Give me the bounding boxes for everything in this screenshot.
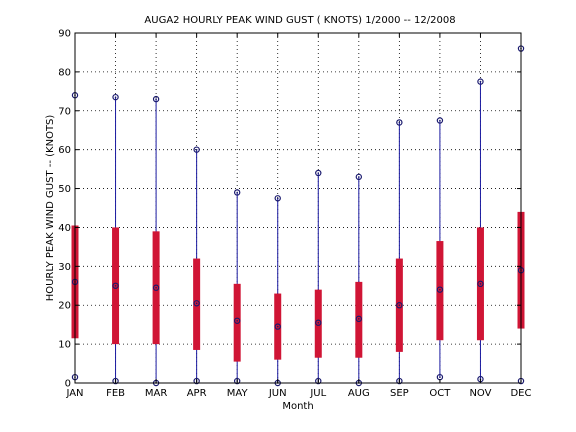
y-tick-label: 50 [58, 184, 71, 195]
mean-marker-dot [276, 325, 279, 328]
plot-frame [74, 32, 522, 384]
markers [71, 45, 525, 387]
mean-marker [152, 284, 160, 291]
max-marker-dot [276, 197, 279, 200]
max-marker-dot [236, 191, 238, 194]
y-tick-label: 10 [58, 340, 71, 351]
mean-marker-dot [439, 288, 441, 291]
mean-marker [396, 302, 403, 309]
mean-marker [477, 280, 484, 288]
mean-marker [315, 319, 322, 326]
iqr-box [314, 289, 322, 358]
mean-marker-dot [114, 284, 117, 287]
max-marker [274, 195, 281, 202]
x-tick-label: SEP [390, 388, 409, 399]
y-tick-label: 0 [65, 379, 71, 390]
max-marker-dot [358, 176, 360, 178]
x-tick-label: AUG [348, 388, 370, 399]
mean-marker-dot [195, 302, 198, 305]
mean-marker-dot [358, 318, 360, 320]
max-marker-dot [195, 148, 198, 151]
x-tick-label: NOV [469, 388, 491, 399]
max-marker [233, 189, 241, 196]
y-tick-label: 80 [58, 67, 71, 78]
mean-marker [355, 315, 363, 323]
mean-marker-dot [479, 283, 482, 285]
min-marker-dot [439, 376, 441, 378]
y-tick-label: 20 [58, 301, 71, 312]
iqr-box [233, 283, 241, 362]
min-marker [112, 377, 119, 385]
y-tick-label: 40 [58, 223, 71, 234]
mean-marker [112, 282, 119, 289]
chart-title: AUGA2 HOURLY PEAK WIND GUST ( KNOTS) 1/2… [144, 15, 455, 26]
max-marker-dot [479, 80, 482, 83]
max-marker-dot [439, 119, 441, 122]
x-tick-label: MAY [227, 388, 249, 399]
max-marker [355, 173, 363, 181]
min-marker [315, 377, 322, 385]
x-axis-ticks: JAN FEB MAR APR MAY JUN JUL AUG SEP OCT NOV DEC [65, 33, 532, 399]
max-marker [112, 93, 119, 101]
max-marker-dot [398, 121, 401, 124]
max-marker-dot [317, 172, 320, 174]
x-tick-label: JUN [268, 388, 287, 399]
iqr-box [355, 281, 363, 358]
max-marker-dot [114, 96, 117, 98]
y-tick-label: 60 [58, 145, 71, 156]
x-tick-label: DEC [510, 388, 531, 399]
x-tick-label: APR [187, 388, 207, 399]
y-tick-label: 30 [58, 262, 71, 273]
mean-marker [193, 300, 200, 307]
y-axis-label: HOURLY PEAK WIND GUST -- (KNOTS) [45, 115, 56, 302]
x-tick-label: JUL [309, 388, 326, 399]
mean-marker-dot [317, 321, 320, 324]
mean-marker-dot [155, 286, 157, 289]
max-marker [436, 117, 444, 124]
iqr-box [436, 241, 444, 341]
min-marker [396, 377, 403, 385]
x-tick-label: FEB [106, 388, 125, 399]
mean-marker-dot [236, 319, 238, 322]
x-tick-label: OCT [429, 388, 451, 399]
max-marker [477, 78, 484, 85]
max-marker [315, 169, 322, 177]
boxes [71, 211, 525, 362]
mean-marker [436, 286, 444, 293]
iqr-box [193, 258, 201, 350]
mean-marker [233, 317, 241, 324]
max-marker [193, 146, 200, 153]
y-tick-label: 90 [58, 29, 71, 40]
y-tick-label: 70 [58, 106, 71, 117]
min-marker [233, 377, 241, 385]
min-marker [193, 377, 200, 385]
x-tick-label: MAR [145, 388, 167, 399]
mean-marker [274, 323, 281, 330]
max-marker [396, 119, 403, 126]
max-marker-dot [155, 98, 157, 100]
y-axis-ticks: 0 10 20 30 40 50 60 70 80 90 [58, 29, 521, 390]
mean-marker-dot [398, 304, 401, 307]
grid-lines [75, 33, 521, 383]
max-marker [152, 95, 160, 103]
x-axis-label: Month [282, 401, 313, 412]
whiskers [74, 48, 522, 383]
x-tick-label: JAN [65, 388, 83, 399]
